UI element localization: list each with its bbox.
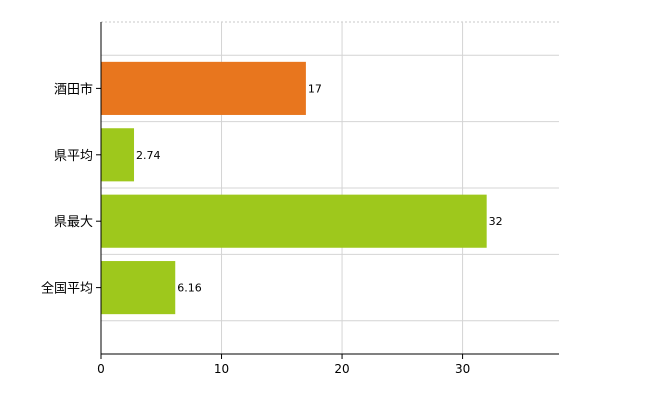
category-label: 酒田市 (54, 81, 93, 97)
category-label: 県最大 (54, 215, 93, 230)
bars-group (101, 61, 487, 315)
category-label: 県平均 (54, 149, 93, 164)
labels-group: 0 10 20 30 酒田市 17 県平均 2.74 県最大 32 全国平均 6.16 (41, 81, 503, 376)
x-tick-label: 0 (97, 362, 105, 376)
data-label: 32 (489, 215, 503, 228)
x-tick-label: 30 (455, 362, 470, 376)
bar (101, 128, 135, 182)
x-tick-label: 20 (334, 362, 349, 376)
data-label: 2.74 (136, 149, 161, 162)
bar (101, 261, 176, 315)
data-label: 17 (308, 82, 322, 95)
bar (101, 194, 487, 248)
x-tick-label: 10 (214, 362, 229, 376)
data-label: 6.16 (177, 282, 202, 295)
category-label: 全国平均 (41, 281, 93, 297)
bar (101, 61, 306, 115)
axes-group (96, 22, 559, 359)
